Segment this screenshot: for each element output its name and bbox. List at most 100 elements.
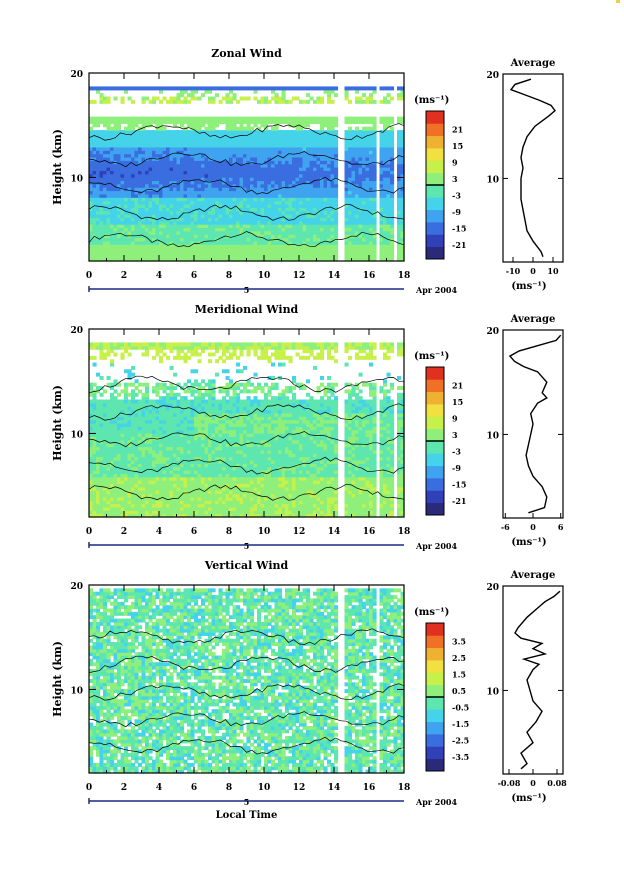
heatmap-cell xyxy=(131,402,136,407)
heatmap-cell xyxy=(124,480,129,485)
heatmap-cell xyxy=(215,93,220,98)
heatmap-cell xyxy=(141,490,146,495)
heatmap-cell xyxy=(155,130,160,135)
heatmap-cell xyxy=(218,240,223,245)
heatmap-cell xyxy=(127,177,132,182)
heatmap-cell xyxy=(110,342,115,347)
heatmap-cell xyxy=(117,419,122,424)
heatmap-cell xyxy=(253,136,258,141)
heatmap-cell xyxy=(117,200,122,205)
heatmap-cell xyxy=(127,453,132,458)
heatmap-cell xyxy=(327,170,332,175)
heatmap-cell xyxy=(327,244,332,249)
x-tick-label: 8 xyxy=(226,271,232,281)
heatmap-cell xyxy=(180,133,185,138)
heatmap-cell xyxy=(120,120,125,124)
heatmap-cell xyxy=(190,207,195,212)
heatmap-cell xyxy=(120,496,125,501)
heatmap-cell xyxy=(145,203,150,208)
heatmap-cell xyxy=(194,257,199,262)
heatmap-cell xyxy=(152,197,157,202)
contour-line xyxy=(88,151,405,168)
heatmap-cell xyxy=(372,254,377,259)
heatmap-cell xyxy=(113,473,118,478)
heatmap-cell xyxy=(113,436,118,441)
heatmap-cell xyxy=(110,200,115,205)
heatmap-cell xyxy=(176,140,181,145)
heatmap-cell xyxy=(327,93,332,98)
heatmap-cell xyxy=(138,449,143,454)
heatmap-cell xyxy=(117,476,122,481)
heatmap-cell xyxy=(390,207,395,212)
heatmap-cell xyxy=(103,402,108,407)
heatmap-cell xyxy=(400,230,405,235)
heatmap-cell xyxy=(127,506,132,511)
heatmap-cell xyxy=(253,207,258,212)
heatmap-cell xyxy=(225,183,230,188)
heatmap-cell xyxy=(96,419,101,424)
heatmap-cell xyxy=(145,392,150,397)
heatmap-cell xyxy=(120,116,125,121)
heatmap-cell xyxy=(145,200,150,205)
heatmap-cell xyxy=(183,150,188,155)
heatmap-cell xyxy=(138,146,143,151)
heatmap-cell xyxy=(124,409,129,414)
heatmap-cell xyxy=(232,244,237,249)
heatmap-cell xyxy=(124,396,129,401)
heatmap-cell xyxy=(271,156,276,161)
heatmap-cell xyxy=(253,230,258,235)
heatmap-cell xyxy=(390,116,395,121)
heatmap-cell xyxy=(155,86,160,91)
heatmap-cell xyxy=(355,214,360,218)
heatmap-cell xyxy=(152,170,157,175)
heatmap-cell xyxy=(145,96,150,101)
heatmap-cell xyxy=(344,200,349,205)
heatmap-cell xyxy=(372,237,377,242)
heatmap-cell xyxy=(92,224,97,229)
heatmap-cell xyxy=(390,146,395,151)
heatmap-cell xyxy=(264,156,269,161)
heatmap-cell xyxy=(204,210,209,215)
heatmap-cell xyxy=(222,210,227,215)
heatmap-cell xyxy=(334,93,339,98)
heatmap-cell xyxy=(134,143,139,148)
heatmap-cell xyxy=(306,143,311,148)
heatmap-cell xyxy=(208,254,213,259)
heatmap-cell xyxy=(295,96,300,101)
heatmap-cell xyxy=(358,227,363,232)
heatmap-cell xyxy=(131,217,136,222)
heatmap-cell xyxy=(362,136,367,141)
heatmap-cell xyxy=(292,177,297,182)
heatmap-cell xyxy=(117,382,122,387)
heatmap-cell xyxy=(295,193,300,198)
heatmap-cell xyxy=(134,183,139,188)
heatmap-cell xyxy=(334,120,339,124)
heatmap-cell xyxy=(334,187,339,192)
heatmap-cell xyxy=(183,227,188,232)
heatmap-cell xyxy=(110,234,115,239)
heatmap-cell xyxy=(288,210,293,215)
heatmap-cell xyxy=(117,217,122,222)
heatmap-cell xyxy=(96,456,101,461)
heatmap-cell xyxy=(96,86,101,91)
heatmap-cell xyxy=(246,116,251,121)
heatmap-cell xyxy=(208,224,213,229)
heatmap-cell xyxy=(344,136,349,141)
heatmap-cell xyxy=(267,217,272,222)
heatmap-cell xyxy=(99,247,104,252)
heatmap-cell xyxy=(134,214,139,218)
heatmap-cell xyxy=(253,177,258,182)
heatmap-cell xyxy=(236,197,241,202)
heatmap-cell xyxy=(173,207,178,212)
heatmap-cell xyxy=(92,163,97,168)
heatmap-cell xyxy=(110,173,115,178)
heatmap-cell xyxy=(117,496,122,501)
heatmap-cell xyxy=(292,143,297,148)
heatmap-cell xyxy=(299,156,304,161)
heatmap-cell xyxy=(264,207,269,212)
heatmap-cell xyxy=(323,230,328,235)
heatmap-cell xyxy=(295,170,300,175)
heatmap-cell xyxy=(386,224,391,229)
heatmap-cell xyxy=(166,86,171,91)
heatmap-cell xyxy=(320,200,325,205)
